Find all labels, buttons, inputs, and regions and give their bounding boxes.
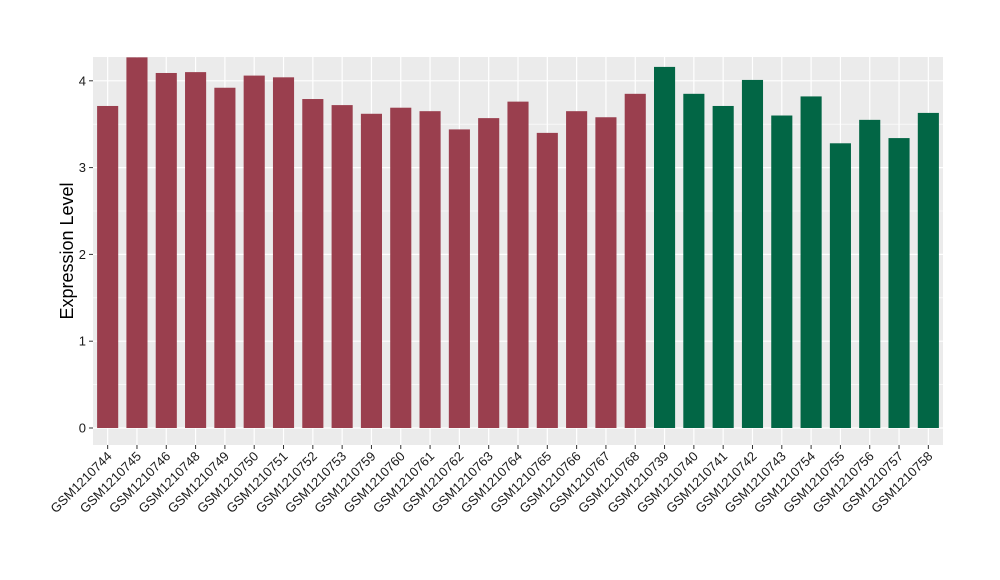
bar-GSM1210761	[419, 111, 441, 429]
bar-GSM1210767	[595, 117, 617, 428]
bar-GSM1210741	[712, 105, 734, 428]
y-tick-label: 4	[79, 73, 86, 88]
bar-GSM1210765	[536, 132, 558, 428]
bar-GSM1210768	[624, 93, 646, 428]
y-tick-label: 1	[79, 334, 86, 349]
bar-GSM1210745	[126, 57, 148, 429]
y-axis-title: Expression Level	[57, 182, 77, 319]
bar-GSM1210740	[683, 93, 705, 428]
bar-GSM1210754	[800, 96, 822, 428]
y-tick-label: 2	[79, 247, 86, 262]
bars	[97, 57, 939, 429]
bar-GSM1210764	[507, 101, 529, 428]
bar-GSM1210763	[478, 118, 500, 429]
bar-GSM1210759	[360, 113, 382, 428]
y-tick-label: 3	[79, 160, 86, 175]
bar-GSM1210752	[302, 99, 324, 429]
y-tick-label: 0	[79, 421, 86, 436]
bar-GSM1210744	[97, 105, 119, 428]
bar-GSM1210750	[243, 75, 265, 428]
bar-GSM1210758	[917, 112, 939, 428]
bar-GSM1210766	[566, 111, 588, 429]
bar-GSM1210739	[654, 66, 676, 429]
bar-GSM1210748	[185, 72, 207, 428]
bar-GSM1210751	[272, 77, 295, 428]
y-axis: 0 1 2 3 4	[79, 73, 93, 436]
bar-GSM1210762	[448, 129, 470, 429]
bar-GSM1210749	[214, 87, 236, 429]
bar-GSM1210753	[331, 105, 353, 428]
x-axis: GSM1210744GSM1210745GSM1210746GSM1210748…	[47, 445, 935, 516]
bar-GSM1210760	[390, 107, 412, 428]
bar-GSM1210746	[155, 72, 177, 428]
bar-GSM1210743	[771, 115, 793, 428]
bar-GSM1210742	[741, 79, 764, 429]
bar-GSM1210755	[829, 143, 851, 428]
bar-GSM1210756	[859, 119, 881, 429]
bar-GSM1210757	[888, 138, 910, 428]
